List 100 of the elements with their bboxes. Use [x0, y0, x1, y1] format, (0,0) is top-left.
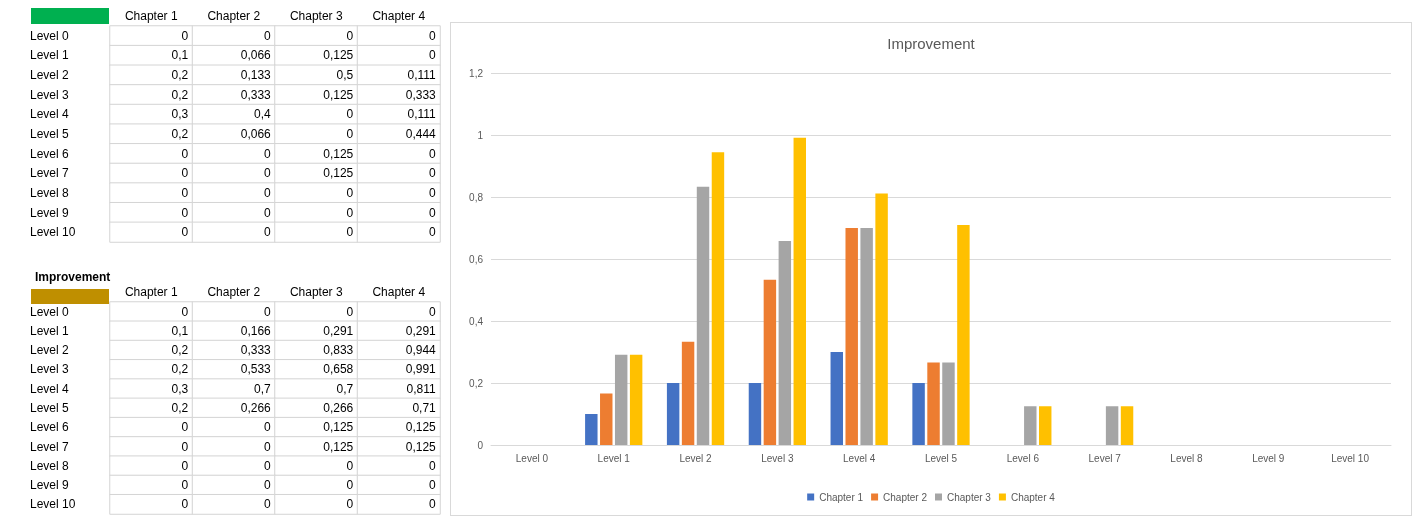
data-label: 0: [264, 225, 272, 240]
x-tick-label: Level 9: [1252, 452, 1285, 464]
y-tick-label: Level 9: [30, 478, 70, 493]
data-label: 0,7: [254, 381, 272, 396]
data-label: 0: [264, 205, 272, 220]
data-label: 0: [346, 497, 354, 512]
x-tick-label: Chapter 1: [124, 285, 178, 299]
bar: [585, 414, 598, 445]
y-tick-label: Level 10: [30, 497, 76, 512]
data-label: 0: [264, 478, 272, 493]
chart-title: Improvement: [35, 270, 111, 284]
data-label: 0: [264, 458, 272, 473]
bar: [957, 224, 970, 445]
data-label: 0,166: [240, 323, 272, 338]
bar: [711, 152, 725, 445]
y-tick-label: Level 3: [30, 87, 70, 102]
bar: [860, 228, 873, 445]
x-tick-label: Level 4: [843, 452, 876, 464]
data-label: 0: [346, 28, 354, 43]
data-label: 0,133: [240, 68, 272, 83]
data-label: 0,266: [323, 401, 354, 415]
data-label: 0,2: [171, 362, 189, 377]
y-tick-label: 1,2: [469, 67, 484, 79]
y-tick-label: Level 7: [30, 166, 70, 181]
bar: [681, 341, 695, 445]
data-label: 0: [346, 304, 354, 319]
x-tick-label: Level 1: [597, 452, 631, 464]
data-label: 0,1: [171, 48, 189, 63]
x-tick-label: Level 8: [1170, 452, 1204, 464]
x-tick-label: Chapter 3: [289, 285, 343, 299]
x-tick-label: Chapter 1: [124, 9, 178, 23]
data-label: 0,2: [171, 68, 189, 83]
y-tick-label: Level 0: [30, 304, 70, 319]
bar: [763, 279, 777, 445]
data-label: 0: [264, 185, 272, 200]
y-tick-label: 0,8: [469, 191, 484, 203]
data-label: 0: [429, 458, 437, 473]
data-label: 0,125: [323, 420, 354, 435]
data-label: 0: [181, 497, 189, 512]
data-label: 0,1: [171, 323, 189, 338]
x-tick-label: Level 0: [515, 452, 549, 464]
data-label: 0: [346, 205, 354, 220]
data-label: 0,333: [240, 343, 272, 358]
y-tick-label: Level 6: [30, 146, 70, 161]
bar: [1024, 406, 1037, 445]
legend-label: Chapter 3: [947, 491, 992, 503]
legend-label: Chapter 1: [819, 491, 864, 503]
x-tick-label: Level 7: [1088, 452, 1122, 464]
y-tick-label: Level 2: [30, 343, 70, 358]
data-label: 0,444: [405, 127, 437, 141]
data-label: 0: [181, 205, 189, 220]
data-label: 0: [181, 185, 189, 200]
data-label: 0: [429, 497, 437, 512]
data-label: 0: [346, 127, 354, 141]
data-label: 0,066: [240, 48, 272, 63]
data-label: 0,125: [323, 146, 354, 161]
data-label: 0: [181, 146, 189, 161]
data-label: 0,125: [323, 439, 354, 454]
y-tick-label: Level 7: [30, 439, 70, 454]
data-label: 0,811: [406, 381, 437, 396]
bar: [629, 354, 643, 445]
data-label: 0,125: [405, 420, 437, 435]
bar: [696, 186, 710, 445]
data-label: 0: [264, 28, 272, 43]
data-label: 0: [264, 439, 272, 454]
data-label: 0,533: [240, 362, 272, 377]
data-label: 0,5: [336, 68, 354, 83]
bar: [942, 362, 955, 445]
legend-label: Chapter 2: [883, 491, 928, 503]
data-label: 0: [346, 225, 354, 240]
y-tick-label: Level 1: [30, 48, 70, 63]
x-tick-label: Chapter 2: [207, 285, 261, 299]
y-tick-label: Level 10: [30, 225, 76, 240]
data-label: 0: [429, 205, 437, 220]
y-tick-label: Level 8: [30, 185, 70, 200]
bar: [830, 352, 843, 445]
data-label: 0: [429, 185, 437, 200]
data-label: 0: [346, 478, 354, 493]
y-tick-label: 1: [477, 129, 484, 141]
data-label: 0,833: [323, 343, 354, 358]
chart-title: Improvement: [887, 35, 976, 52]
data-label: 0,291: [405, 323, 437, 338]
y-tick-label: Level 0: [30, 28, 70, 43]
data-label: 0: [181, 28, 189, 43]
data-label: 0: [264, 166, 272, 181]
data-label: 0,944: [405, 343, 437, 358]
data-label: 0: [264, 420, 272, 435]
data-label: 0: [181, 225, 189, 240]
data-label: 0: [429, 478, 437, 493]
data-label: 0: [429, 166, 437, 181]
data-label: 0: [346, 458, 354, 473]
y-tick-label: Level 1: [30, 323, 70, 338]
data-label: 0,111: [407, 68, 437, 83]
x-tick-label: Level 10: [1331, 452, 1370, 464]
y-tick-label: Level 5: [30, 127, 70, 141]
y-tick-label: Level 3: [30, 362, 70, 377]
x-tick-label: Chapter 4: [372, 285, 426, 299]
y-tick-label: Level 4: [30, 381, 70, 396]
data-label: 0,2: [171, 87, 189, 102]
data-label: 0: [181, 439, 189, 454]
